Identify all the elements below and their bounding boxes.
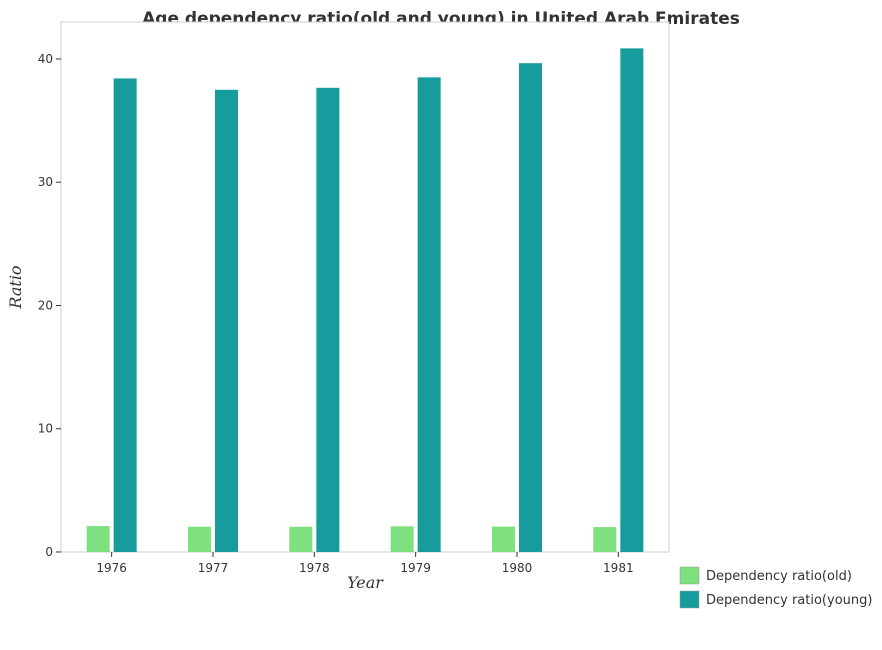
y-tick-label-20: 20 — [38, 298, 53, 312]
bar-young-1979 — [417, 77, 441, 552]
y-tick-label-40: 40 — [38, 52, 53, 66]
legend-label-young: Dependency ratio(young) — [706, 593, 872, 608]
x-axis: 1976 1977 1978 1979 1980 1981 — [96, 552, 634, 575]
bar-old-1979 — [390, 526, 414, 552]
bar-old-1980 — [492, 526, 515, 552]
y-tick-label-0: 0 — [45, 545, 53, 559]
bar-young-1978 — [316, 87, 340, 552]
x-tick-label-1980: 1980 — [502, 561, 533, 575]
y-axis-label: Ratio — [6, 265, 25, 309]
bars-group — [86, 48, 644, 553]
x-tick-label-1977: 1977 — [198, 561, 229, 575]
x-axis-label: Year — [347, 573, 384, 592]
legend: Dependency ratio(old) Dependency ratio(yo… — [679, 566, 872, 609]
y-axis: 0 10 20 30 40 — [38, 52, 61, 559]
y-tick-label-30: 30 — [38, 175, 53, 189]
bar-old-1976 — [86, 526, 110, 552]
bar-young-1981 — [620, 48, 644, 553]
x-tick-label-1981: 1981 — [603, 561, 634, 575]
x-tick-label-1978: 1978 — [299, 561, 330, 575]
y-tick-label-10: 10 — [38, 422, 53, 436]
bar-young-1980 — [519, 63, 542, 552]
x-tick-label-1976: 1976 — [96, 561, 127, 575]
bar-old-1977 — [188, 526, 211, 552]
bar-old-1978 — [289, 526, 313, 552]
legend-label-old: Dependency ratio(old) — [706, 569, 852, 584]
bar-young-1976 — [113, 78, 137, 552]
x-tick-label-1979: 1979 — [400, 561, 431, 575]
legend-swatch-young — [679, 590, 700, 609]
bar-young-1977 — [215, 89, 238, 552]
bar-old-1981 — [593, 527, 617, 552]
plot-area — [60, 21, 670, 553]
legend-swatch-old — [679, 566, 700, 585]
